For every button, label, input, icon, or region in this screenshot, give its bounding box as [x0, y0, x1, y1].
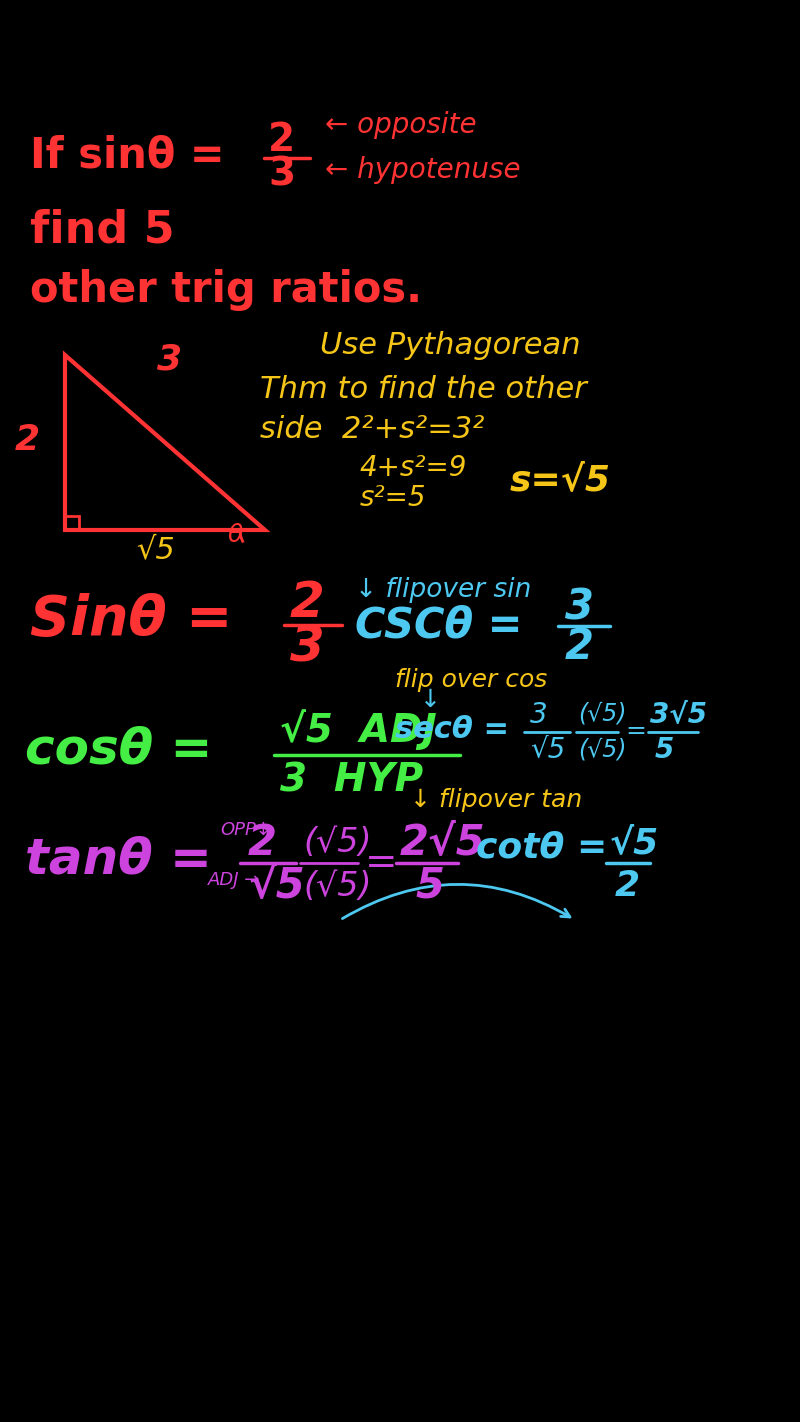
Text: ↓: ↓	[420, 688, 441, 712]
FancyArrowPatch shape	[342, 884, 570, 919]
Text: other trig ratios.: other trig ratios.	[30, 269, 422, 311]
Text: ADJ →: ADJ →	[208, 872, 260, 889]
Text: =: =	[365, 845, 398, 882]
Text: 2: 2	[248, 822, 277, 865]
Text: ↓ flipover tan: ↓ flipover tan	[410, 788, 582, 812]
Text: (√5): (√5)	[303, 826, 371, 859]
Text: 3: 3	[530, 701, 548, 729]
Text: find 5: find 5	[30, 209, 174, 252]
Text: cosθ =: cosθ =	[25, 727, 230, 774]
Text: tanθ =: tanθ =	[25, 836, 230, 884]
Text: (√5): (√5)	[578, 702, 626, 727]
Text: √5: √5	[136, 536, 174, 565]
Text: 3√5: 3√5	[650, 701, 707, 729]
Text: √5  ADJ: √5 ADJ	[280, 710, 437, 751]
Text: s²=5: s²=5	[360, 483, 426, 512]
Text: 3: 3	[268, 156, 295, 193]
Text: 2√5: 2√5	[400, 822, 486, 865]
Text: 3: 3	[290, 624, 325, 673]
Text: 5: 5	[415, 865, 444, 907]
Text: CSCθ =: CSCθ =	[355, 604, 537, 646]
Text: 3: 3	[565, 586, 594, 629]
Text: s=√5: s=√5	[510, 464, 611, 498]
Text: If sinθ =: If sinθ =	[30, 134, 239, 176]
Text: 2: 2	[565, 626, 594, 668]
Text: Sinθ =: Sinθ =	[30, 593, 252, 647]
Text: √5: √5	[530, 737, 566, 764]
Text: 4+s²=9: 4+s²=9	[360, 454, 467, 482]
Text: Thm to find the other: Thm to find the other	[260, 375, 586, 404]
Text: (√5): (√5)	[303, 869, 371, 903]
Text: OPP↓: OPP↓	[220, 820, 271, 839]
Text: √5: √5	[610, 826, 659, 860]
Text: ↓ flipover sin: ↓ flipover sin	[355, 577, 531, 603]
Text: √5: √5	[248, 865, 305, 907]
Text: Use Pythagorean: Use Pythagorean	[320, 330, 581, 360]
Text: 3: 3	[158, 343, 182, 377]
Text: ← opposite: ← opposite	[325, 111, 477, 139]
Text: =: =	[625, 720, 646, 744]
Text: θ: θ	[227, 523, 242, 547]
Text: 2: 2	[268, 121, 295, 159]
Text: (√5): (√5)	[578, 738, 626, 762]
Text: cotθ =: cotθ =	[476, 830, 607, 865]
Text: flip over cos: flip over cos	[395, 668, 547, 693]
Text: 3  HYP: 3 HYP	[280, 761, 423, 799]
Text: secθ =: secθ =	[395, 715, 520, 745]
Text: ← hypotenuse: ← hypotenuse	[325, 156, 521, 183]
Text: 2: 2	[290, 579, 325, 627]
Text: 2: 2	[615, 869, 640, 903]
Text: side  2²+s²=3²: side 2²+s²=3²	[260, 415, 484, 445]
Text: 5: 5	[655, 737, 674, 764]
Text: 2: 2	[15, 422, 40, 456]
